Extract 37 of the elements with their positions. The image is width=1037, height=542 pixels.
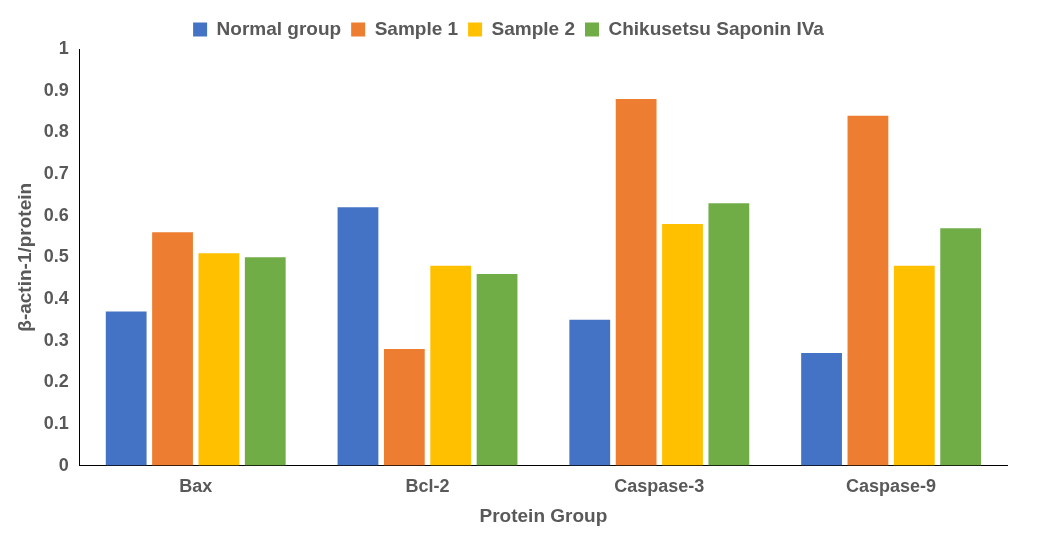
x-tick-label: Caspase-9: [846, 476, 937, 497]
y-tick-label: 0.5: [43, 246, 69, 267]
y-tick-label: 0.9: [43, 79, 69, 100]
y-tick-label: 1: [58, 37, 69, 58]
bar: [105, 311, 147, 466]
x-tick-label: Bax: [179, 476, 213, 497]
bar: [940, 228, 982, 466]
y-axis-title: β-actin-1/protein: [13, 182, 35, 332]
bar: [476, 273, 518, 466]
x-axis-title: Protein Group: [479, 504, 608, 526]
legend-label: Sample 2: [491, 17, 576, 39]
bar: [847, 115, 889, 466]
bar: [708, 203, 750, 466]
bar: [430, 265, 472, 466]
y-tick-label: 0.4: [43, 287, 69, 308]
bar: [383, 348, 425, 466]
bar: [801, 353, 842, 466]
bar: [569, 319, 611, 466]
bar: [893, 265, 935, 466]
bar: [615, 98, 657, 466]
y-tick-label: 0.3: [43, 329, 69, 350]
x-tick-label: Bcl-2: [405, 476, 450, 497]
y-tick-label: 0: [58, 454, 69, 475]
y-tick-label: 0.7: [43, 162, 69, 183]
bar: [337, 207, 379, 466]
x-tick-label: Caspase-3: [614, 476, 705, 497]
y-tick-label: 0.6: [43, 204, 69, 225]
legend-label: Normal group: [216, 17, 342, 39]
y-tick-label: 0.8: [43, 121, 69, 142]
bar: [152, 232, 193, 466]
legend-label: Chikusetsu Saponin IVa: [608, 17, 825, 39]
y-tick-label: 0.2: [43, 371, 69, 392]
legend-label: Sample 1: [374, 17, 459, 39]
y-tick-label: 0.1: [43, 412, 69, 433]
bar: [198, 253, 240, 466]
bar: [662, 223, 703, 466]
bar: [244, 257, 286, 466]
